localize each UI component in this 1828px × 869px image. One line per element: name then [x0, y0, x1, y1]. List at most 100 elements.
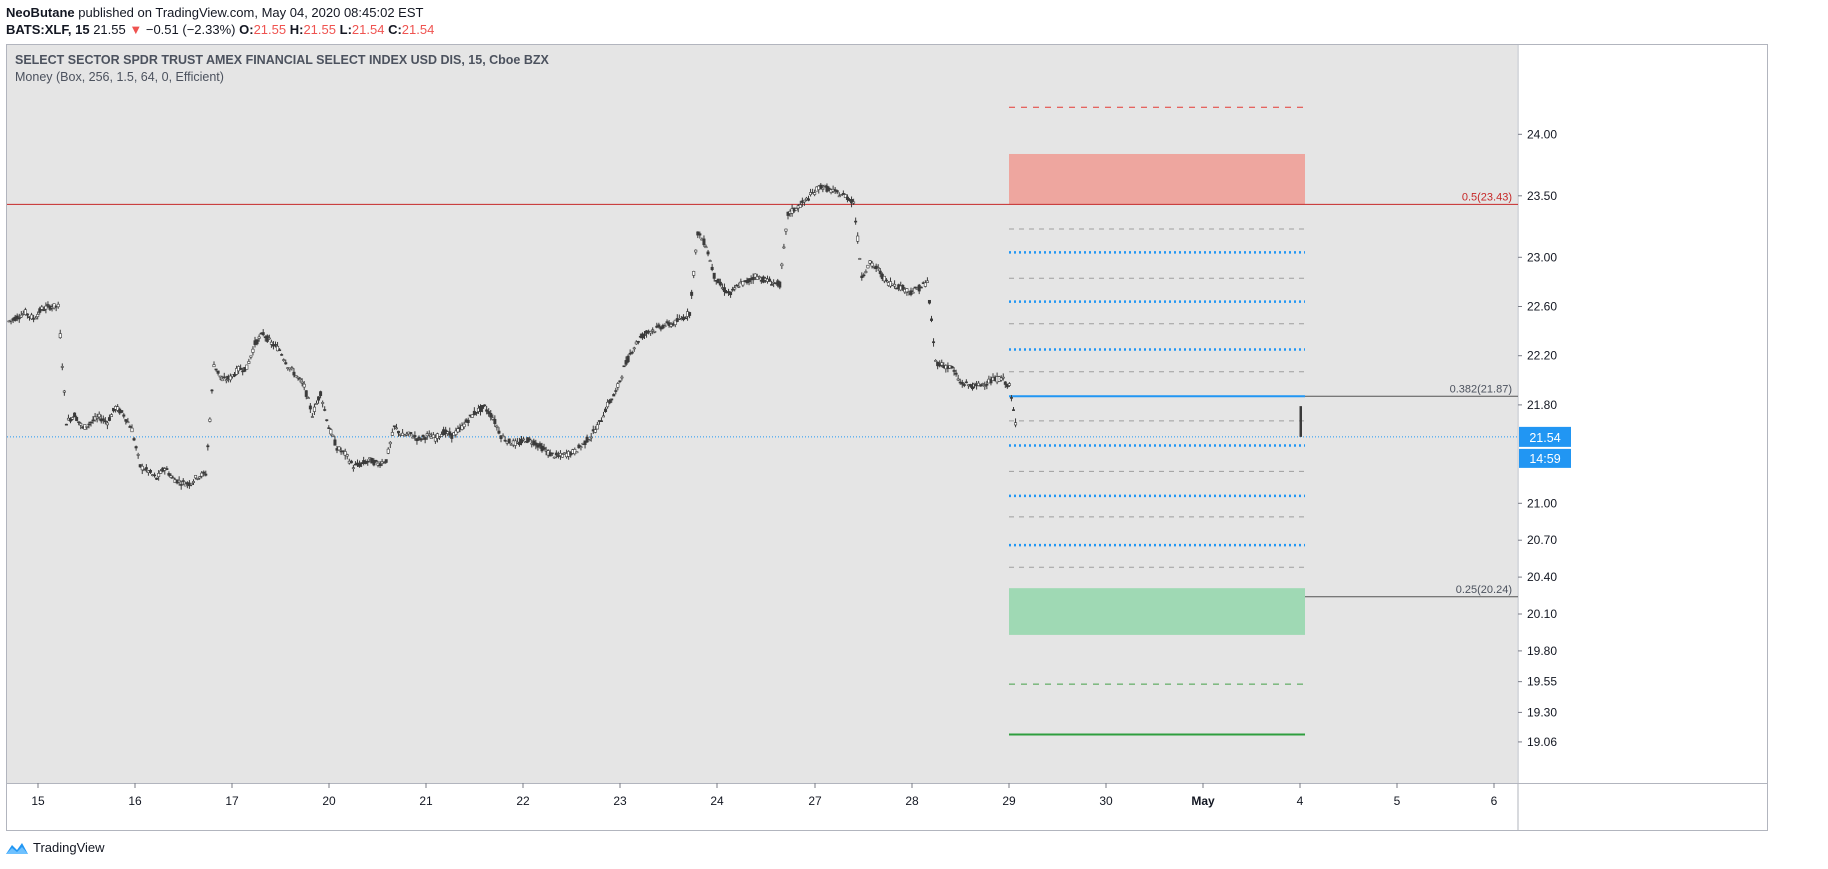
- candle-body: [101, 418, 105, 421]
- candle-body: [923, 282, 927, 287]
- candle-body: [466, 419, 470, 423]
- candle-body: [690, 291, 694, 296]
- candle-body: [372, 460, 376, 466]
- candle-body: [255, 339, 259, 345]
- candle-body: [862, 274, 866, 277]
- chart-header: NeoButane published on TradingView.com, …: [6, 4, 434, 38]
- candle-body: [423, 437, 427, 440]
- y-tick-label: 19.80: [1527, 644, 1557, 658]
- candle-body: [394, 427, 398, 430]
- candle-body: [905, 288, 909, 293]
- indicator-label[interactable]: Money (Box, 256, 1.5, 64, 0, Efficient): [15, 70, 224, 84]
- candle-body: [144, 467, 148, 470]
- price-badge: [1519, 426, 1571, 447]
- candle-body: [593, 429, 597, 433]
- candle-body: [192, 481, 196, 483]
- candle-body: [97, 413, 101, 418]
- supply-zone: [1009, 153, 1305, 205]
- candle-body: [46, 304, 50, 306]
- candle-body: [68, 418, 72, 422]
- candle-body: [642, 334, 646, 336]
- candle-body: [780, 263, 784, 267]
- candle-body: [456, 428, 460, 433]
- candle-body: [751, 277, 755, 281]
- y-tick-label: 23.50: [1527, 189, 1557, 203]
- chart-frame[interactable]: 0.5(23.43) 0.382(21.87) 0.25(20.24) 24.00 23…: [6, 44, 1768, 831]
- close-value: 21.54: [401, 22, 435, 37]
- x-tick-label: 28: [905, 794, 919, 808]
- candle-body: [15, 315, 19, 320]
- x-tick-label: 30: [1099, 794, 1113, 808]
- candle-body: [856, 235, 860, 242]
- candle-body: [388, 441, 392, 445]
- candle-body: [196, 478, 200, 480]
- candle-body: [630, 351, 634, 354]
- candle-body: [999, 377, 1003, 381]
- candle-body: [198, 476, 202, 479]
- candle-body: [503, 439, 507, 442]
- candle-body: [333, 439, 337, 446]
- candle-body: [171, 477, 175, 480]
- y-tick-label: 24.00: [1527, 127, 1557, 141]
- candle-body: [351, 467, 355, 469]
- candle-body: [116, 406, 120, 411]
- down-arrow-icon: ▼: [129, 22, 143, 37]
- candle-body: [802, 199, 806, 203]
- candle-body: [284, 362, 288, 365]
- candle-body: [419, 438, 423, 441]
- candle-body: [595, 424, 599, 430]
- candle-body: [636, 341, 640, 343]
- candle-body: [349, 460, 353, 464]
- candle-body: [985, 383, 989, 386]
- candle-body: [38, 308, 42, 313]
- x-tick-label: 20: [322, 794, 336, 808]
- candle-body: [138, 464, 142, 468]
- candle-body: [747, 278, 751, 283]
- candle-body: [718, 281, 722, 286]
- candle-body: [317, 396, 321, 401]
- candle-body: [517, 441, 521, 446]
- candle-body: [507, 438, 511, 444]
- candle-body: [431, 434, 435, 439]
- candle-body: [321, 402, 325, 404]
- candle-body: [300, 381, 304, 384]
- candle-body: [124, 419, 128, 422]
- candle-body: [601, 415, 605, 418]
- x-tick-label: 29: [1002, 794, 1016, 808]
- candle-body: [405, 433, 409, 436]
- tradingview-brand[interactable]: TradingView: [33, 840, 105, 855]
- publisher-name[interactable]: NeoButane: [6, 5, 75, 20]
- price-chart[interactable]: 0.5(23.43) 0.382(21.87) 0.25(20.24) 24.00 23…: [7, 45, 1767, 830]
- candle-body: [366, 460, 370, 463]
- candle-body: [30, 314, 34, 320]
- candle-body: [798, 204, 802, 208]
- candle-body: [157, 473, 161, 477]
- candle-body: [634, 341, 638, 345]
- candle-body: [249, 355, 253, 358]
- candle-body: [222, 376, 226, 379]
- candle-body: [304, 390, 308, 397]
- candle-body: [228, 375, 232, 381]
- candle-body: [737, 286, 741, 288]
- candle-body: [901, 285, 905, 290]
- candle-body: [298, 378, 302, 380]
- candle-body: [216, 370, 220, 374]
- candle-body: [103, 420, 107, 423]
- tradingview-logo-icon: [6, 842, 28, 854]
- candle-body: [716, 278, 720, 284]
- candle-body: [433, 437, 437, 442]
- candle-body: [177, 480, 181, 483]
- candle-body: [483, 404, 487, 407]
- candle-body: [1011, 409, 1015, 411]
- candle-body: [612, 394, 616, 397]
- candle-body: [665, 321, 669, 323]
- x-tick-label: 15: [31, 794, 45, 808]
- candle-body: [989, 379, 993, 384]
- candle-body: [200, 472, 204, 477]
- candle-body: [165, 468, 169, 470]
- candle-body: [843, 194, 847, 198]
- candle-body: [411, 436, 415, 439]
- candle-body: [833, 189, 837, 191]
- candle-body: [153, 474, 157, 477]
- candle-body: [964, 381, 968, 384]
